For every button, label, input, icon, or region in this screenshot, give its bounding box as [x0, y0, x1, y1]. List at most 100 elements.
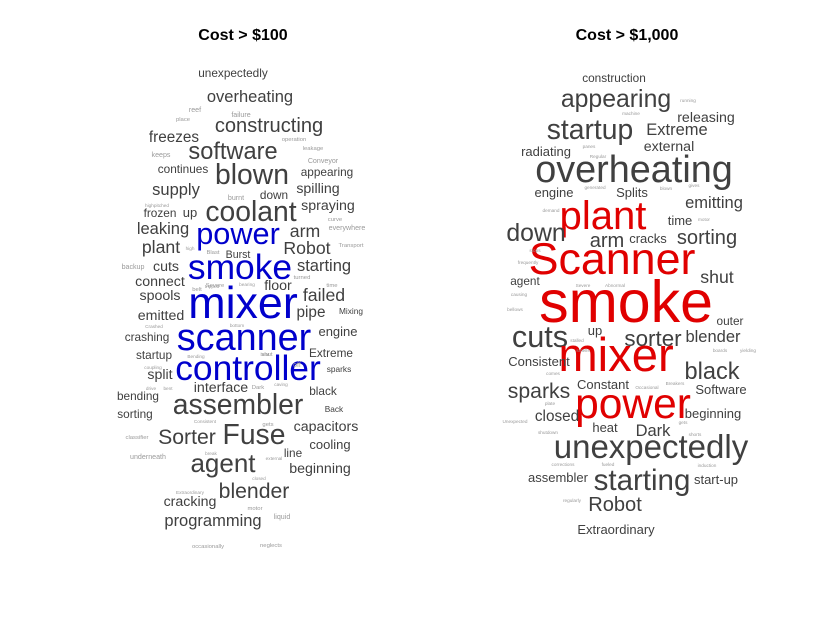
word-off: off	[293, 361, 301, 369]
word-fuse: Fuse	[223, 418, 286, 450]
word-mixer: mixer	[558, 329, 673, 382]
word-startup: startup	[136, 348, 173, 362]
word-unexpectedly: unexpectedly	[198, 66, 268, 80]
word-freezes: freezes	[149, 129, 200, 146]
word-agent: agent	[190, 448, 256, 478]
word-up: up	[588, 323, 602, 338]
word-causing: causing	[511, 292, 528, 297]
word-bending: bending	[117, 389, 159, 403]
word-bent: bent	[163, 386, 173, 391]
cloud-title-cost-over-100: Cost > $100	[198, 27, 287, 44]
word-coolant: coolant	[205, 195, 296, 227]
word-continues: continues	[158, 162, 209, 176]
word-blown: blown	[215, 158, 289, 190]
word-external: external	[644, 139, 694, 155]
word-beginning: beginning	[685, 406, 741, 421]
word-sparks: sparks	[508, 380, 570, 403]
word-drive: drive	[146, 386, 157, 391]
word-fueled: fueled	[602, 462, 615, 467]
word-constructing: constructing	[215, 115, 323, 137]
word-blast: Blast	[206, 250, 219, 256]
word-scanner: Scanner	[529, 234, 696, 284]
word-releasing: releasing	[677, 110, 735, 126]
word-heat: heat	[260, 352, 270, 357]
word-coupling: coupling	[144, 365, 162, 370]
word-capacitors: capacitors	[294, 419, 359, 435]
word-transport: Transport	[339, 243, 364, 249]
word-arm: arm	[590, 230, 625, 252]
word-crashed: Crashed	[145, 324, 163, 329]
word-beginning: beginning	[289, 461, 351, 477]
word-shorts: shorts	[689, 432, 702, 437]
word-leaking: leaking	[137, 220, 189, 238]
word-plant: plant	[560, 194, 647, 238]
word-back: Back	[325, 404, 344, 414]
word-comes: comes	[546, 371, 560, 376]
word-corrections: corrections	[552, 462, 576, 467]
word-regular: Regular	[590, 154, 607, 159]
word-unexpectedly: unexpectedly	[554, 428, 749, 465]
word-down: down	[506, 220, 565, 247]
word-outer: outer	[717, 314, 744, 328]
word-controller: controller	[175, 348, 321, 388]
word-operation: operation	[282, 137, 307, 143]
word-emitted: emitted	[138, 308, 185, 324]
word-extraordinary: Extraordinary	[577, 522, 655, 537]
word-severe: Severe	[576, 283, 591, 288]
word-liquid: liquid	[274, 513, 291, 521]
word-turned: turned	[294, 275, 311, 281]
word-bending: Bending	[187, 354, 205, 359]
word-gives: gives	[689, 183, 701, 188]
word-highpitched: highpitched	[145, 203, 169, 208]
word-constant: Constant	[577, 377, 629, 392]
word-tripped: tripped	[205, 284, 220, 289]
word-sorter: Sorter	[158, 426, 216, 449]
word-caving: caving	[274, 382, 288, 387]
cloud-words-cost-over-100: unexpectedly overheating constructing freez…	[117, 66, 365, 550]
word-neglects: neglects	[260, 543, 282, 549]
word-regularly: regularly	[563, 498, 582, 503]
word-sorting: sorting	[117, 407, 152, 421]
word-startup: startup	[547, 113, 634, 145]
word-failure: failure	[231, 111, 250, 119]
word-leakage: leakage	[303, 146, 324, 152]
word-cooling: cooling	[309, 437, 350, 452]
word-closed: closed	[252, 476, 266, 481]
word-closed: closed	[535, 408, 579, 425]
word-running: running	[680, 98, 696, 103]
word-everywhere: everywhere	[329, 224, 366, 232]
word-mixer: mixer	[188, 278, 298, 328]
word-cuts: cuts	[153, 259, 179, 275]
word-down: down	[260, 188, 288, 202]
word-crashing: crashing	[125, 330, 170, 344]
word-interface: interface	[194, 380, 249, 396]
word-underneath: underneath	[130, 453, 166, 461]
word-emitting: emitting	[685, 194, 743, 212]
word-induction: induction	[698, 463, 717, 468]
word-plant: plant	[142, 237, 180, 257]
word-construction: construction	[582, 71, 646, 85]
word-up: up	[183, 205, 197, 220]
word-spraying: spraying	[301, 198, 355, 214]
word-engine: engine	[534, 185, 573, 200]
word-failed: failed	[303, 285, 345, 305]
word-robot: Robot	[283, 238, 330, 258]
word-stops: stops	[529, 248, 541, 253]
word-unexpected: Unexpected	[502, 419, 527, 424]
word-burnt: burnt	[228, 194, 244, 202]
word-yielding: yielding	[740, 348, 756, 353]
word-software: software	[188, 139, 277, 165]
word-floor: floor	[264, 278, 292, 294]
word-radiating: radiating	[521, 144, 571, 159]
word-belt: belt	[192, 287, 202, 293]
word-gets: gets	[679, 420, 689, 425]
word-shutdown: shutdown	[538, 430, 558, 435]
word-engine: engine	[318, 324, 357, 339]
word-severe: Severe	[206, 283, 225, 289]
word-occasionally: occasionally	[192, 544, 224, 550]
word-appearing: appearing	[301, 165, 353, 179]
word-demand: demand	[543, 208, 560, 213]
word-cracks: cracks	[629, 231, 667, 246]
word-conveyor: Conveyor	[308, 157, 339, 165]
